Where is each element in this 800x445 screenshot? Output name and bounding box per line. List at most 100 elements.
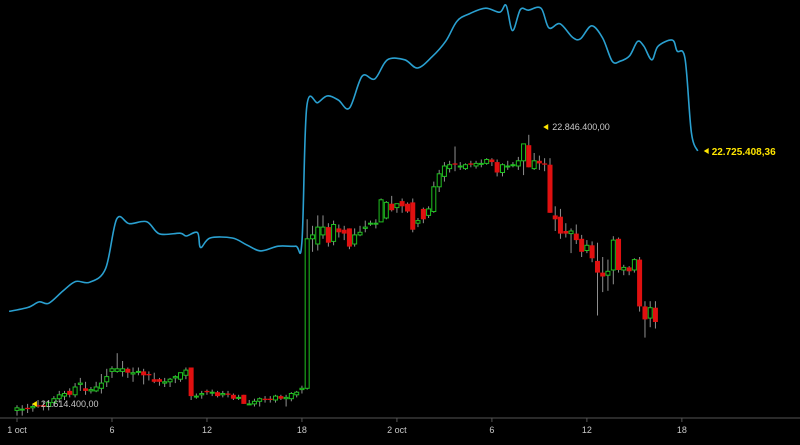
candle-body-down — [420, 208, 426, 220]
candle-body-up — [135, 370, 141, 373]
candle-body-down — [278, 396, 284, 399]
candle-body-down — [600, 272, 606, 277]
candle-body-up — [183, 369, 189, 376]
candle-body-up — [568, 230, 574, 235]
candle-body-up — [56, 394, 62, 400]
candle-body-up — [93, 386, 99, 392]
candle-body-down — [241, 394, 247, 404]
candle-body-down — [642, 306, 648, 320]
candle-body-down — [452, 163, 458, 165]
candle-body-up — [30, 406, 36, 409]
candle-body-down — [389, 203, 395, 211]
max-marker-icon — [543, 124, 549, 130]
candle-body-up — [51, 398, 57, 404]
candle-body-up — [431, 186, 437, 213]
candle-body-down — [230, 394, 236, 399]
candle-body-up — [357, 231, 363, 236]
x-tick-label: 2 oct — [387, 425, 407, 435]
candle-body-down — [573, 233, 579, 241]
candle-body-down — [399, 201, 405, 207]
candle-body-up — [484, 159, 490, 164]
candle-body-up — [378, 199, 384, 223]
candle-body-up — [120, 368, 126, 372]
candle-body-down — [637, 259, 643, 307]
candles-layer — [14, 134, 658, 416]
candle-body-down — [35, 405, 41, 407]
candle-body-up — [610, 239, 616, 271]
candle-body-down — [341, 229, 347, 234]
candle-body-up — [46, 402, 52, 408]
candle-body-up — [441, 165, 447, 177]
candle-body-down — [225, 393, 231, 395]
candle-body-down — [552, 215, 558, 220]
candle-body-up — [304, 238, 310, 389]
candle-body-down — [626, 267, 632, 272]
x-tick-label: 6 — [489, 425, 494, 435]
candle-body-down — [25, 407, 31, 410]
candle-body-up — [236, 396, 242, 399]
candle-body-up — [457, 165, 463, 168]
candle-body-up — [14, 407, 20, 411]
candle-body-up — [220, 393, 226, 396]
candle-body-up — [605, 270, 611, 276]
candle-body-up — [273, 395, 279, 401]
candle-body-down — [67, 390, 73, 395]
x-tick-label: 18 — [677, 425, 687, 435]
candle-body-up — [283, 396, 289, 400]
candle-body-up — [288, 393, 294, 400]
candle-body-up — [299, 387, 305, 391]
candle-body-up — [320, 226, 326, 236]
last-value-label: 22.725.408,36 — [712, 147, 776, 158]
candle-body-up — [246, 403, 252, 406]
x-tick-label: 12 — [202, 425, 212, 435]
x-axis: 1 oct 6 12 18 2 oct 6 12 18 — [0, 417, 800, 435]
candle-body-up — [193, 395, 199, 398]
candle-body-up — [415, 220, 421, 224]
candle-body-up — [510, 164, 516, 167]
candle-body-up — [621, 266, 627, 271]
min-marker-icon — [31, 401, 37, 407]
candle-body-down — [652, 307, 658, 322]
candle-body-up — [315, 226, 321, 245]
candle-body-up — [383, 201, 389, 219]
candle-body-up — [294, 391, 300, 396]
candle-body-down — [215, 392, 221, 397]
x-tick-label: 18 — [297, 425, 307, 435]
x-tick-label: 12 — [582, 425, 592, 435]
candle-body-up — [331, 224, 337, 242]
candle-body-up — [114, 368, 120, 372]
candle-body-up — [426, 208, 432, 216]
candle-body-up — [167, 378, 173, 383]
candle-body-down — [156, 379, 162, 382]
price-line — [8, 4, 699, 313]
min-price-label: 21.614.400,00 — [41, 399, 99, 409]
candle-body-up — [61, 393, 67, 397]
candle-body-up — [462, 164, 468, 170]
candle-body-down — [468, 163, 474, 165]
candle-body-up — [352, 234, 358, 245]
candle-body-down — [563, 231, 569, 234]
candle-body-up — [647, 307, 653, 319]
candle-body-up — [631, 259, 637, 271]
candle-body-up — [500, 164, 506, 173]
candle-body-up — [362, 226, 368, 229]
price-line-layer — [8, 4, 699, 313]
candle-body-down — [267, 398, 273, 400]
candle-body-down — [336, 228, 342, 233]
candle-body-down — [151, 379, 157, 382]
candle-body-up — [19, 408, 25, 411]
candle-body-up — [436, 173, 442, 188]
candle-body-down — [146, 374, 152, 376]
candle-body-down — [594, 260, 600, 273]
candle-body-down — [526, 145, 532, 168]
x-tick-label: 6 — [109, 425, 114, 435]
candle-body-down — [536, 160, 542, 164]
last-value-marker-icon — [703, 147, 709, 154]
annotations-layer: 21.614.400,00 22.846.400,00 22.725.408,36 — [31, 122, 776, 409]
candle-body-up — [373, 222, 379, 225]
candle-body-up — [367, 222, 373, 225]
candle-body-up — [130, 372, 136, 375]
candle-body-up — [257, 398, 263, 402]
candle-body-down — [83, 388, 89, 391]
